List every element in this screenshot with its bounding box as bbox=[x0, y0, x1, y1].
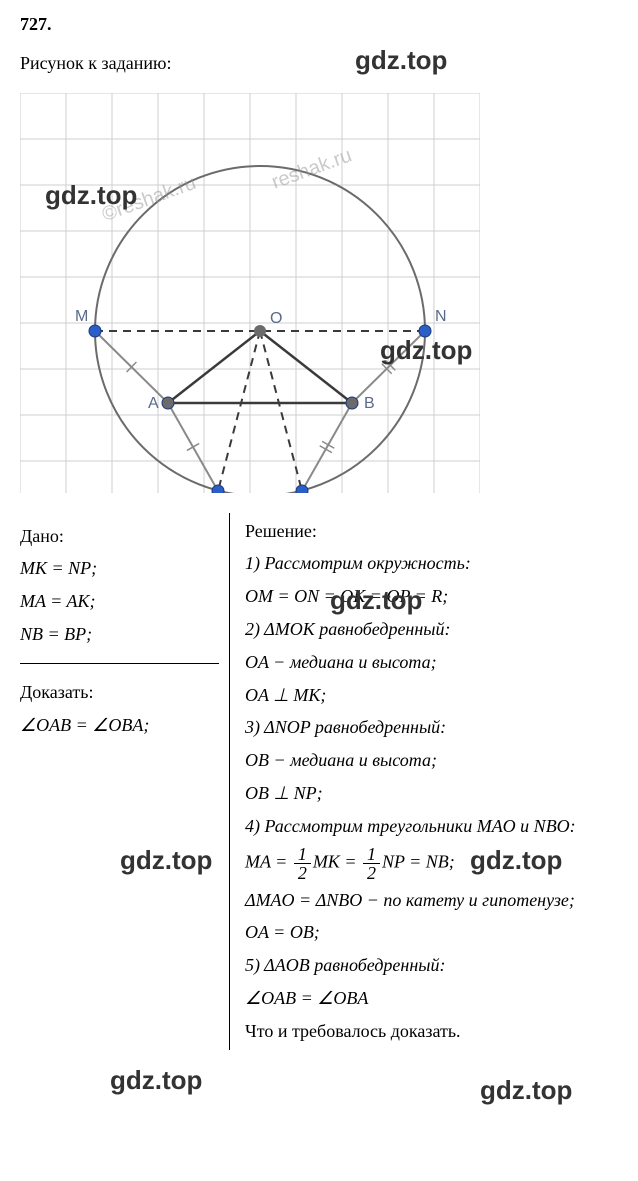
solution-line: OA = OB; bbox=[245, 918, 618, 947]
svg-text:B: B bbox=[364, 395, 375, 412]
solution-line: OB − медиана и высота; bbox=[245, 746, 618, 775]
solution-step: 2) ΔMOK равнобедренный: bbox=[245, 615, 618, 644]
solution-line: OB ⊥ NP; bbox=[245, 779, 618, 808]
solution-step: 4) Рассмотрим треугольники MAO и NBO: bbox=[245, 812, 618, 841]
qed: Что и требовалось доказать. bbox=[245, 1017, 618, 1046]
given-line: MK = NP; bbox=[20, 554, 219, 583]
watermark: gdz.top bbox=[110, 1060, 202, 1102]
problem-number: 727. bbox=[20, 10, 618, 39]
given-column: Дано: MK = NP; MA = AK; NB = BP; Доказат… bbox=[20, 513, 230, 1050]
solution-table: Дано: MK = NP; MA = AK; NB = BP; Доказат… bbox=[20, 513, 618, 1050]
svg-text:A: A bbox=[148, 395, 159, 412]
solution-line: OM = ON = OK = OP = R; bbox=[245, 582, 618, 611]
solution-step: 3) ΔNOP равнобедренный: bbox=[245, 713, 618, 742]
diagram: OMNABKP ©reshak.ru reshak.ru bbox=[20, 93, 480, 493]
svg-text:O: O bbox=[270, 310, 282, 327]
solution-line: MA = 12MK = 12NP = NB; bbox=[245, 845, 618, 882]
divider bbox=[20, 663, 219, 664]
solution-line: OA − медиана и высота; bbox=[245, 648, 618, 677]
solution-line: OA ⊥ MK; bbox=[245, 681, 618, 710]
given-line: MA = AK; bbox=[20, 587, 219, 616]
solution-line: ∠OAB = ∠OBA bbox=[245, 984, 618, 1013]
solution-step: 1) Рассмотрим окружность: bbox=[245, 549, 618, 578]
figure-caption: Рисунок к заданию: bbox=[20, 49, 618, 78]
given-title: Дано: bbox=[20, 522, 219, 551]
solution-title: Решение: bbox=[245, 517, 618, 546]
prove-title: Доказать: bbox=[20, 678, 219, 707]
solution-line: ΔMAO = ΔNBO − по катету и гипотенузе; bbox=[245, 886, 618, 915]
solution-step: 5) ΔAOB равнобедренный: bbox=[245, 951, 618, 980]
svg-text:N: N bbox=[435, 308, 447, 325]
svg-text:M: M bbox=[75, 308, 88, 325]
given-line: NB = BP; bbox=[20, 620, 219, 649]
watermark: gdz.top bbox=[480, 1070, 572, 1112]
prove-line: ∠OAB = ∠OBA; bbox=[20, 711, 219, 740]
geometry-svg: OMNABKP bbox=[20, 93, 480, 493]
solution-column: Решение: 1) Рассмотрим окружность: OM = … bbox=[230, 513, 618, 1050]
